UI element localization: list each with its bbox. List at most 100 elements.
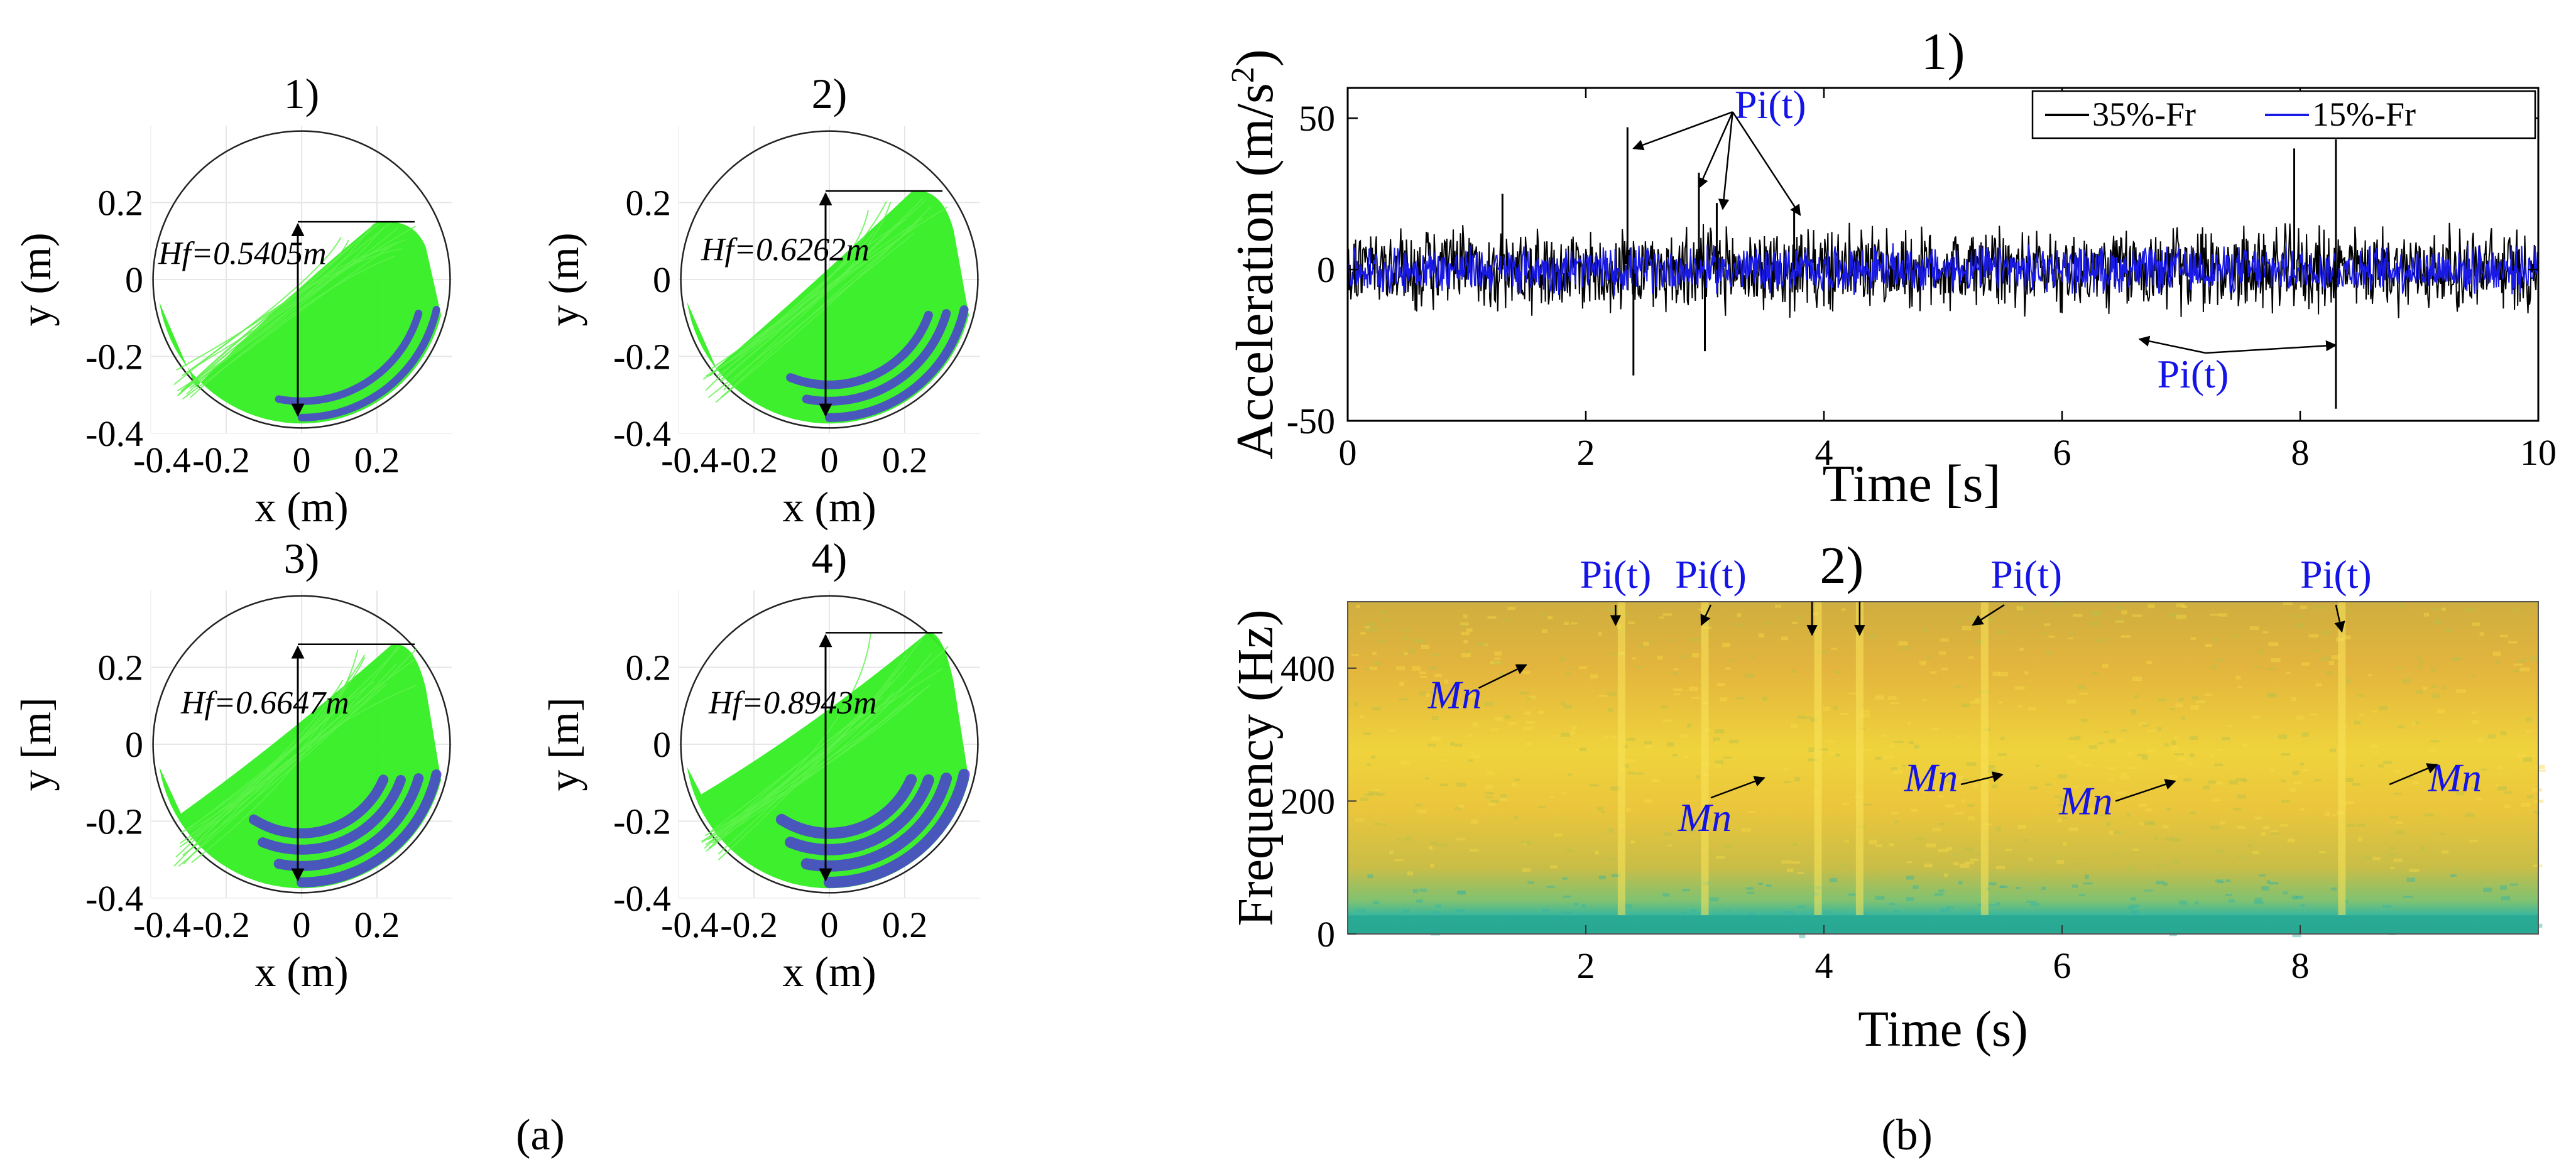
spectrogram-speckle	[1402, 636, 1408, 640]
spectrogram-speckle	[1608, 857, 1614, 861]
spectrogram-speckle	[2310, 713, 2318, 716]
spectrogram-speckle	[1793, 843, 1798, 847]
spectrogram-speckle	[2437, 865, 2447, 868]
x-tick-label: 0	[293, 904, 311, 945]
spectrogram-speckle	[2045, 651, 2051, 655]
spectrogram-speckle	[1946, 847, 1952, 850]
spectrogram-speckle	[1466, 694, 1473, 697]
panel-title: 1)	[284, 70, 320, 117]
spectrogram-speckle	[2066, 699, 2077, 704]
phase-panel-3: Hf=0.6647m-0.4 -0.2 0 0.20.20-0.2-0.4x (m)y…	[12, 534, 453, 996]
spectrogram-speckle	[1888, 744, 1894, 749]
spectrogram-speckle	[1908, 741, 1914, 745]
spectrogram-speckle	[1955, 776, 1964, 781]
x-tick-label: 6	[2053, 432, 2071, 473]
spectrogram-speckle	[2523, 757, 2533, 762]
spectrogram-speckle	[2251, 715, 2261, 719]
spectrogram-speckle	[2115, 618, 2121, 623]
spectrogram-speckle	[2512, 609, 2520, 611]
spectrogram-speckle	[1438, 844, 1447, 847]
spectrogram-speckle	[2352, 783, 2361, 786]
spectrogram-speckle	[1907, 721, 1911, 725]
pi-arrow-1	[2205, 340, 2337, 354]
spectrogram-speckle	[2042, 873, 2051, 877]
spectrogram-speckle	[2026, 901, 2037, 903]
spectrogram-speckle	[2017, 825, 2026, 829]
trajectory-line-5	[177, 244, 353, 397]
spectrogram-speckle	[2267, 667, 2276, 671]
spectrogram-speckle	[1869, 634, 1877, 639]
spectrogram-speckle	[1607, 692, 1617, 696]
spectrogram-speckle	[2516, 660, 2526, 663]
spectrogram-speckle	[1538, 710, 1544, 715]
spectrogram-speckle	[1626, 738, 1635, 741]
spectrogram-speckle	[2417, 656, 2422, 659]
spectrogram-speckle	[2092, 611, 2101, 616]
spectrogram-speckle	[2215, 781, 2223, 785]
spectrogram-speckle	[2171, 859, 2180, 864]
spectrogram-speckle	[2430, 667, 2437, 672]
spectrogram-speckle	[1976, 640, 1985, 644]
pi-annotation: Pi(t)	[2300, 552, 2372, 597]
spectrogram-speckle	[1416, 809, 1427, 813]
spectrogram-speckle	[1439, 783, 1448, 786]
spectrogram-speckle	[2514, 669, 2519, 673]
spectrogram-speckle	[2261, 832, 2266, 836]
spectrogram-speckle	[2533, 811, 2540, 814]
spectrogram-speckle	[2068, 637, 2073, 639]
spectrogram-speckle	[2077, 685, 2086, 690]
spectrogram-speckle	[2412, 781, 2419, 785]
spectrogram-speckle	[1527, 697, 1532, 700]
spectrogram-speckle	[1590, 674, 1598, 679]
spectrogram-speckle	[2237, 855, 2243, 859]
spectrogram-speckle	[1875, 695, 1884, 700]
spectrogram-speckle	[1906, 861, 1912, 864]
spectrogram-speckle	[1794, 777, 1801, 782]
spectrogram-speckle	[2072, 884, 2078, 888]
spectrogram-speckle	[1875, 844, 1882, 847]
spectrogram-speckle	[2451, 867, 2460, 871]
spectrogram-speckle	[2163, 882, 2168, 886]
spectrogram-speckle	[1568, 773, 1572, 776]
spectrogram-speckle	[1861, 912, 1869, 916]
spectrogram-speckle	[1829, 877, 1837, 882]
spectrogram-speckle	[2509, 883, 2519, 886]
spectrogram-speckle	[1797, 872, 1804, 874]
spectrogram-speckle	[2222, 737, 2230, 741]
spectrogram-speckle	[2053, 855, 2057, 859]
spectrogram-speckle	[1624, 904, 1632, 909]
spectrogram-speckle	[1367, 874, 1373, 879]
x-tick-label: 0	[293, 440, 311, 480]
spectrogram-speckle	[2398, 725, 2404, 729]
spectrogram-speckle	[1808, 758, 1818, 762]
spectrogram-speckle	[1430, 911, 1439, 914]
spectrogram-speckle	[1610, 786, 1621, 791]
spectrogram-speckle	[2214, 763, 2223, 766]
spectrogram-speckle	[1459, 805, 1464, 808]
spectrogram-speckle	[2078, 894, 2085, 896]
spectrogram-speckle	[2423, 612, 2430, 617]
spectrogram-speckle	[1758, 633, 1764, 638]
spectrogram-speckle	[1371, 756, 1376, 759]
spectrogram-speckle	[2019, 605, 2028, 608]
spectrogram-speckle	[1962, 626, 1972, 631]
low-frequency-band	[1348, 915, 2538, 934]
spectrogram-speckle	[1520, 692, 1529, 695]
x-tick-label: 0	[1339, 432, 1357, 473]
spectrogram-speckle	[1989, 904, 1995, 906]
spectrogram-speckle	[1964, 847, 1973, 851]
spectrogram-speckle	[2344, 900, 2348, 903]
spectrogram-speckle	[2225, 879, 2231, 882]
spectrogram-speckle	[1651, 779, 1660, 782]
spectrogram-speckle	[2139, 722, 2148, 726]
spectrogram-speckle	[1862, 803, 1872, 806]
spectrogram-speckle	[1389, 729, 1396, 732]
spectrogram-speckle	[1399, 652, 1404, 655]
spectrogram-speckle	[2292, 771, 2300, 775]
spectrogram-speckle	[2428, 749, 2438, 753]
spectrogram-speckle	[1798, 715, 1804, 719]
spectrogram-speckle	[2237, 795, 2246, 799]
spectrogram-speckle	[2178, 757, 2186, 761]
spectrogram-speckle	[2056, 860, 2065, 864]
